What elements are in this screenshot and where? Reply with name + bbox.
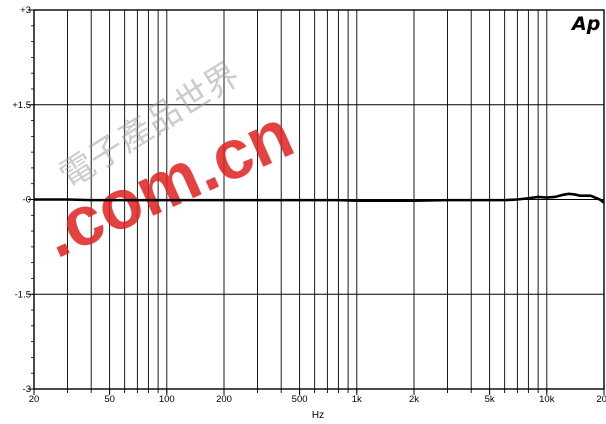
x-tick-label: 100	[159, 394, 175, 405]
x-tick-label: 200	[216, 394, 232, 405]
x-tick-label: 5k	[485, 394, 495, 405]
x-tick-label: 500	[292, 394, 308, 405]
x-tick-label: 50	[104, 394, 115, 405]
y-tick-label: +1.5	[12, 100, 31, 111]
x-tick-label: 20k	[596, 394, 606, 405]
y-tick-label: +3	[20, 5, 31, 16]
y-tick-label: -3	[23, 384, 31, 395]
x-tick-label: 2k	[409, 394, 419, 405]
x-tick-label: 10k	[539, 394, 555, 405]
x-axis-title: Hz	[312, 410, 324, 421]
x-axis: 20 50 100 200 500 1k 2k 5k 10k 20k	[29, 389, 606, 405]
series-line	[34, 192, 605, 204]
y-tick-label: -0	[23, 195, 31, 206]
series-layer	[34, 192, 605, 204]
y-tick-label: -1.5	[15, 289, 31, 300]
ap-logo: Ap	[570, 13, 600, 35]
y-axis: +3 +1.5 -0 -1.5 -3	[12, 5, 34, 395]
x-tick-label: 20	[29, 394, 40, 405]
x-tick-label: 1k	[352, 394, 362, 405]
